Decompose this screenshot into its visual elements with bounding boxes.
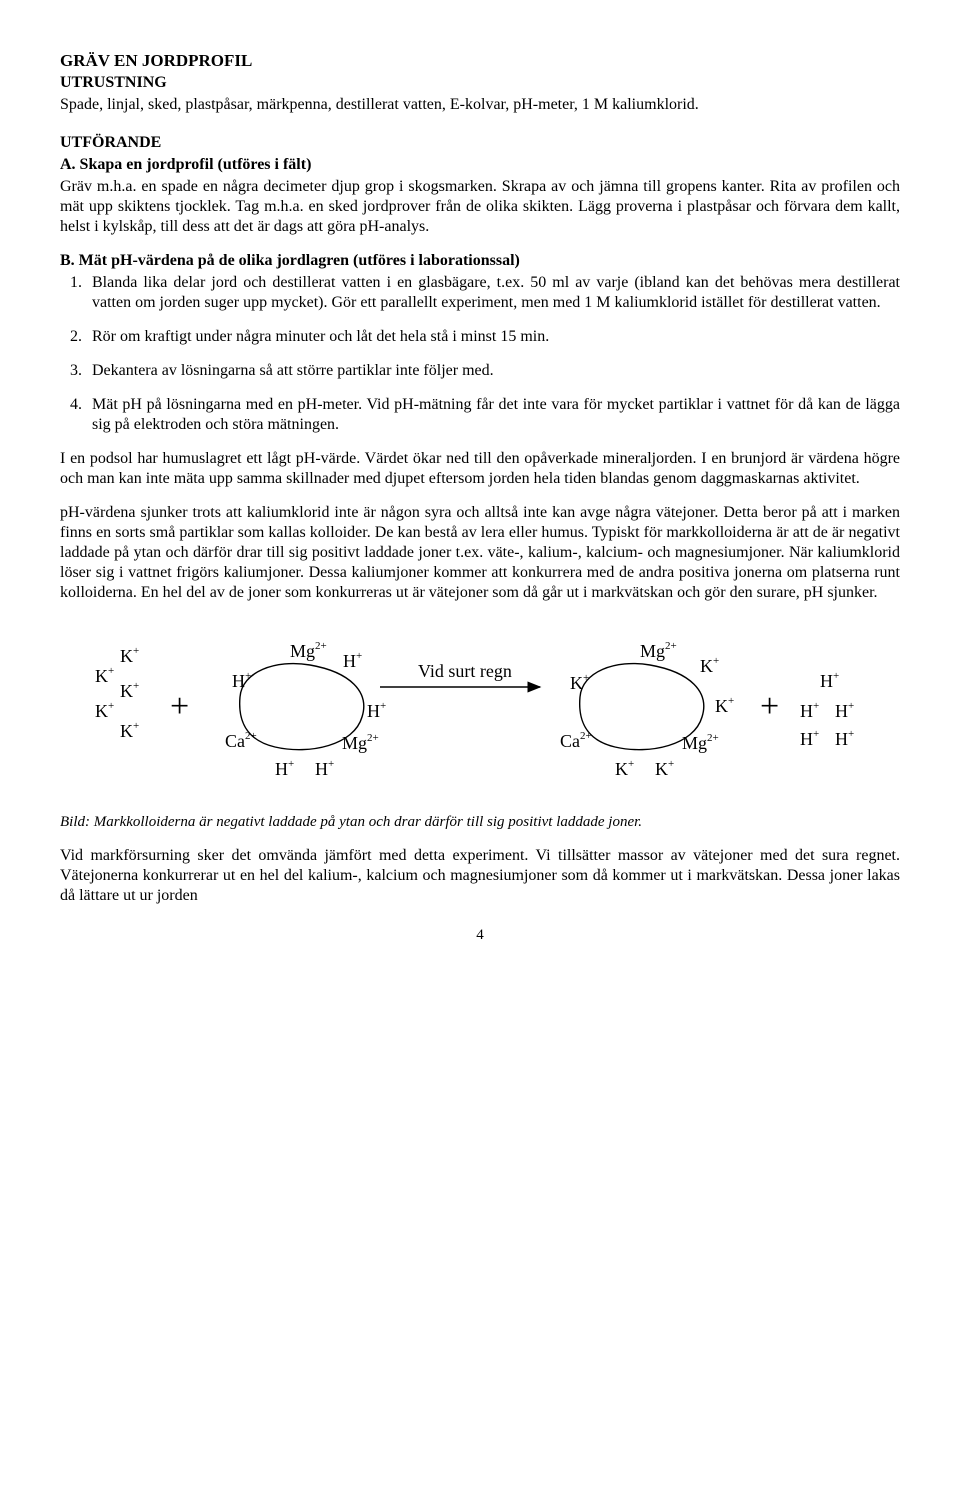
svg-text:H+: H+ xyxy=(343,650,362,671)
svg-text:H+: H+ xyxy=(315,758,334,779)
ion-label: H+ xyxy=(835,700,854,721)
list-item: Rör om kraftigt under några minuter och … xyxy=(86,327,900,347)
svg-text:H+: H+ xyxy=(800,700,819,721)
svg-text:H+: H+ xyxy=(367,700,386,721)
procedure-heading: UTFÖRANDE xyxy=(60,133,900,153)
ion-label: Mg2+ xyxy=(682,732,719,753)
ion-label: K+ xyxy=(120,680,139,701)
page-number: 4 xyxy=(60,926,900,945)
ion-label: K+ xyxy=(700,655,719,676)
svg-text:K+: K+ xyxy=(655,758,674,779)
ion-label: H+ xyxy=(800,728,819,749)
page-title: GRÄV EN JORDPROFIL xyxy=(60,50,900,71)
svg-text:K+: K+ xyxy=(120,720,139,741)
body-paragraph: I en podsol har humuslagret ett lågt pH-… xyxy=(60,449,900,489)
list-item: Mät pH på lösningarna med en pH-meter. V… xyxy=(86,395,900,435)
colloid-diagram: K+K+K+K+K+++Mg2+H+H+H+Ca2+Mg2+H+H+Mg2+K+… xyxy=(60,617,900,803)
equipment-heading: UTRUSTNING xyxy=(60,73,900,93)
ion-label: K+ xyxy=(95,665,114,686)
svg-text:K+: K+ xyxy=(95,700,114,721)
diagram-caption: Bild: Markkolloiderna är negativt laddad… xyxy=(60,813,900,832)
ion-label: Mg2+ xyxy=(640,640,677,661)
svg-text:K+: K+ xyxy=(120,680,139,701)
list-item: Dekantera av lösningarna så att större p… xyxy=(86,361,900,381)
svg-text:Mg2+: Mg2+ xyxy=(342,732,379,753)
ion-label: K+ xyxy=(570,672,589,693)
svg-text:Mg2+: Mg2+ xyxy=(682,732,719,753)
svg-text:K+: K+ xyxy=(120,645,139,666)
section-b-list: Blanda lika delar jord och destillerat v… xyxy=(60,273,900,435)
svg-text:H+: H+ xyxy=(835,700,854,721)
svg-text:K+: K+ xyxy=(715,695,734,716)
ion-label: K+ xyxy=(615,758,634,779)
ion-label: H+ xyxy=(835,728,854,749)
svg-text:H+: H+ xyxy=(232,670,251,691)
plus-sign: + xyxy=(170,688,189,725)
section-b-heading: B. Mät pH-värdena på de olika jordlagren… xyxy=(60,251,900,271)
equipment-text: Spade, linjal, sked, plastpåsar, märkpen… xyxy=(60,95,900,115)
svg-text:Ca2+: Ca2+ xyxy=(225,730,257,751)
ion-label: Ca2+ xyxy=(225,730,257,751)
body-paragraph: pH-värdena sjunker trots att kaliumklori… xyxy=(60,503,900,603)
plus-sign: + xyxy=(760,688,779,725)
arrow-label: Vid surt regn xyxy=(418,661,512,681)
ion-label: H+ xyxy=(800,700,819,721)
svg-text:K+: K+ xyxy=(570,672,589,693)
svg-text:Mg2+: Mg2+ xyxy=(290,640,327,661)
ion-label: Mg2+ xyxy=(290,640,327,661)
ion-label: H+ xyxy=(820,670,839,691)
ion-label: H+ xyxy=(232,670,251,691)
svg-text:Ca2+: Ca2+ xyxy=(560,730,592,751)
ion-label: K+ xyxy=(95,700,114,721)
section-a-text: Gräv m.h.a. en spade en några decimeter … xyxy=(60,177,900,237)
svg-text:H+: H+ xyxy=(820,670,839,691)
ion-label: H+ xyxy=(315,758,334,779)
ion-label: K+ xyxy=(715,695,734,716)
ion-label: Ca2+ xyxy=(560,730,592,751)
ion-label: H+ xyxy=(367,700,386,721)
ion-label: Mg2+ xyxy=(342,732,379,753)
ion-label: K+ xyxy=(655,758,674,779)
closing-paragraph: Vid markförsurning sker det omvända jämf… xyxy=(60,846,900,906)
svg-text:Mg2+: Mg2+ xyxy=(640,640,677,661)
ion-label: K+ xyxy=(120,720,139,741)
list-item: Blanda lika delar jord och destillerat v… xyxy=(86,273,900,313)
svg-text:K+: K+ xyxy=(700,655,719,676)
svg-text:K+: K+ xyxy=(95,665,114,686)
svg-text:H+: H+ xyxy=(835,728,854,749)
svg-text:H+: H+ xyxy=(800,728,819,749)
section-a-heading: A. Skapa en jordprofil (utföres i fält) xyxy=(60,155,900,175)
ion-label: H+ xyxy=(343,650,362,671)
ion-label: K+ xyxy=(120,645,139,666)
svg-text:H+: H+ xyxy=(275,758,294,779)
svg-text:K+: K+ xyxy=(615,758,634,779)
ion-label: H+ xyxy=(275,758,294,779)
